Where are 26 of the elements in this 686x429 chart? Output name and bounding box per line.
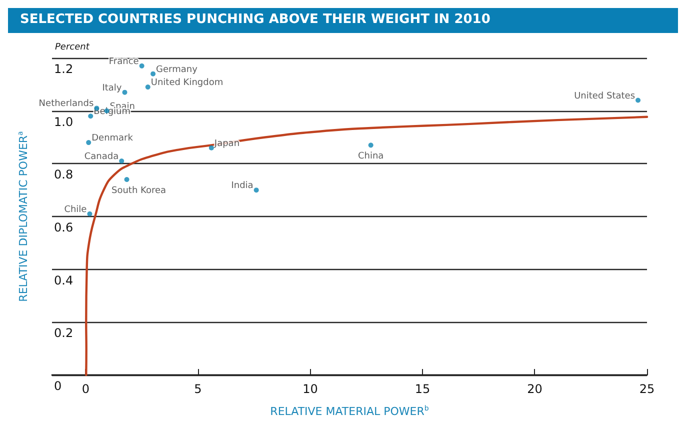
text: Percent xyxy=(55,42,90,52)
annotation: India xyxy=(231,181,254,192)
annotation: Canada xyxy=(84,152,119,162)
y-tick-label: 0.6 xyxy=(54,220,74,234)
y-tick-label: 0.4 xyxy=(54,273,74,288)
x-tick-label: 0 xyxy=(82,382,90,396)
chart-title: SELECTED COUNTRIES PUNCHING ABOVE THEIR WEIGHT IN 2010 xyxy=(20,12,490,27)
annotation: United Kingdom xyxy=(150,78,224,88)
x-tick-label: 10 xyxy=(302,382,318,396)
y-tick-label: 1.2 xyxy=(54,62,74,76)
annotation: China xyxy=(358,152,384,162)
x-tick-label: 20 xyxy=(527,382,542,396)
annotation: Germany xyxy=(156,64,198,75)
y-tick-label: 0.8 xyxy=(54,168,74,182)
x-tick-label: 25 xyxy=(639,382,655,396)
annotation: United States xyxy=(574,91,636,102)
x-tick-label: 15 xyxy=(414,382,430,396)
annotation: Denmark xyxy=(92,134,134,144)
y-tick-label: 1.0 xyxy=(54,114,74,129)
annotation: Chile xyxy=(64,204,88,215)
annotation: South Korea xyxy=(111,186,166,196)
annotation: France xyxy=(108,56,140,67)
x-tick-label: 5 xyxy=(194,382,202,396)
annotation: Netherlands xyxy=(38,99,94,110)
annotation: Italy xyxy=(102,83,122,94)
y-tick-label: 0.2 xyxy=(54,326,74,340)
